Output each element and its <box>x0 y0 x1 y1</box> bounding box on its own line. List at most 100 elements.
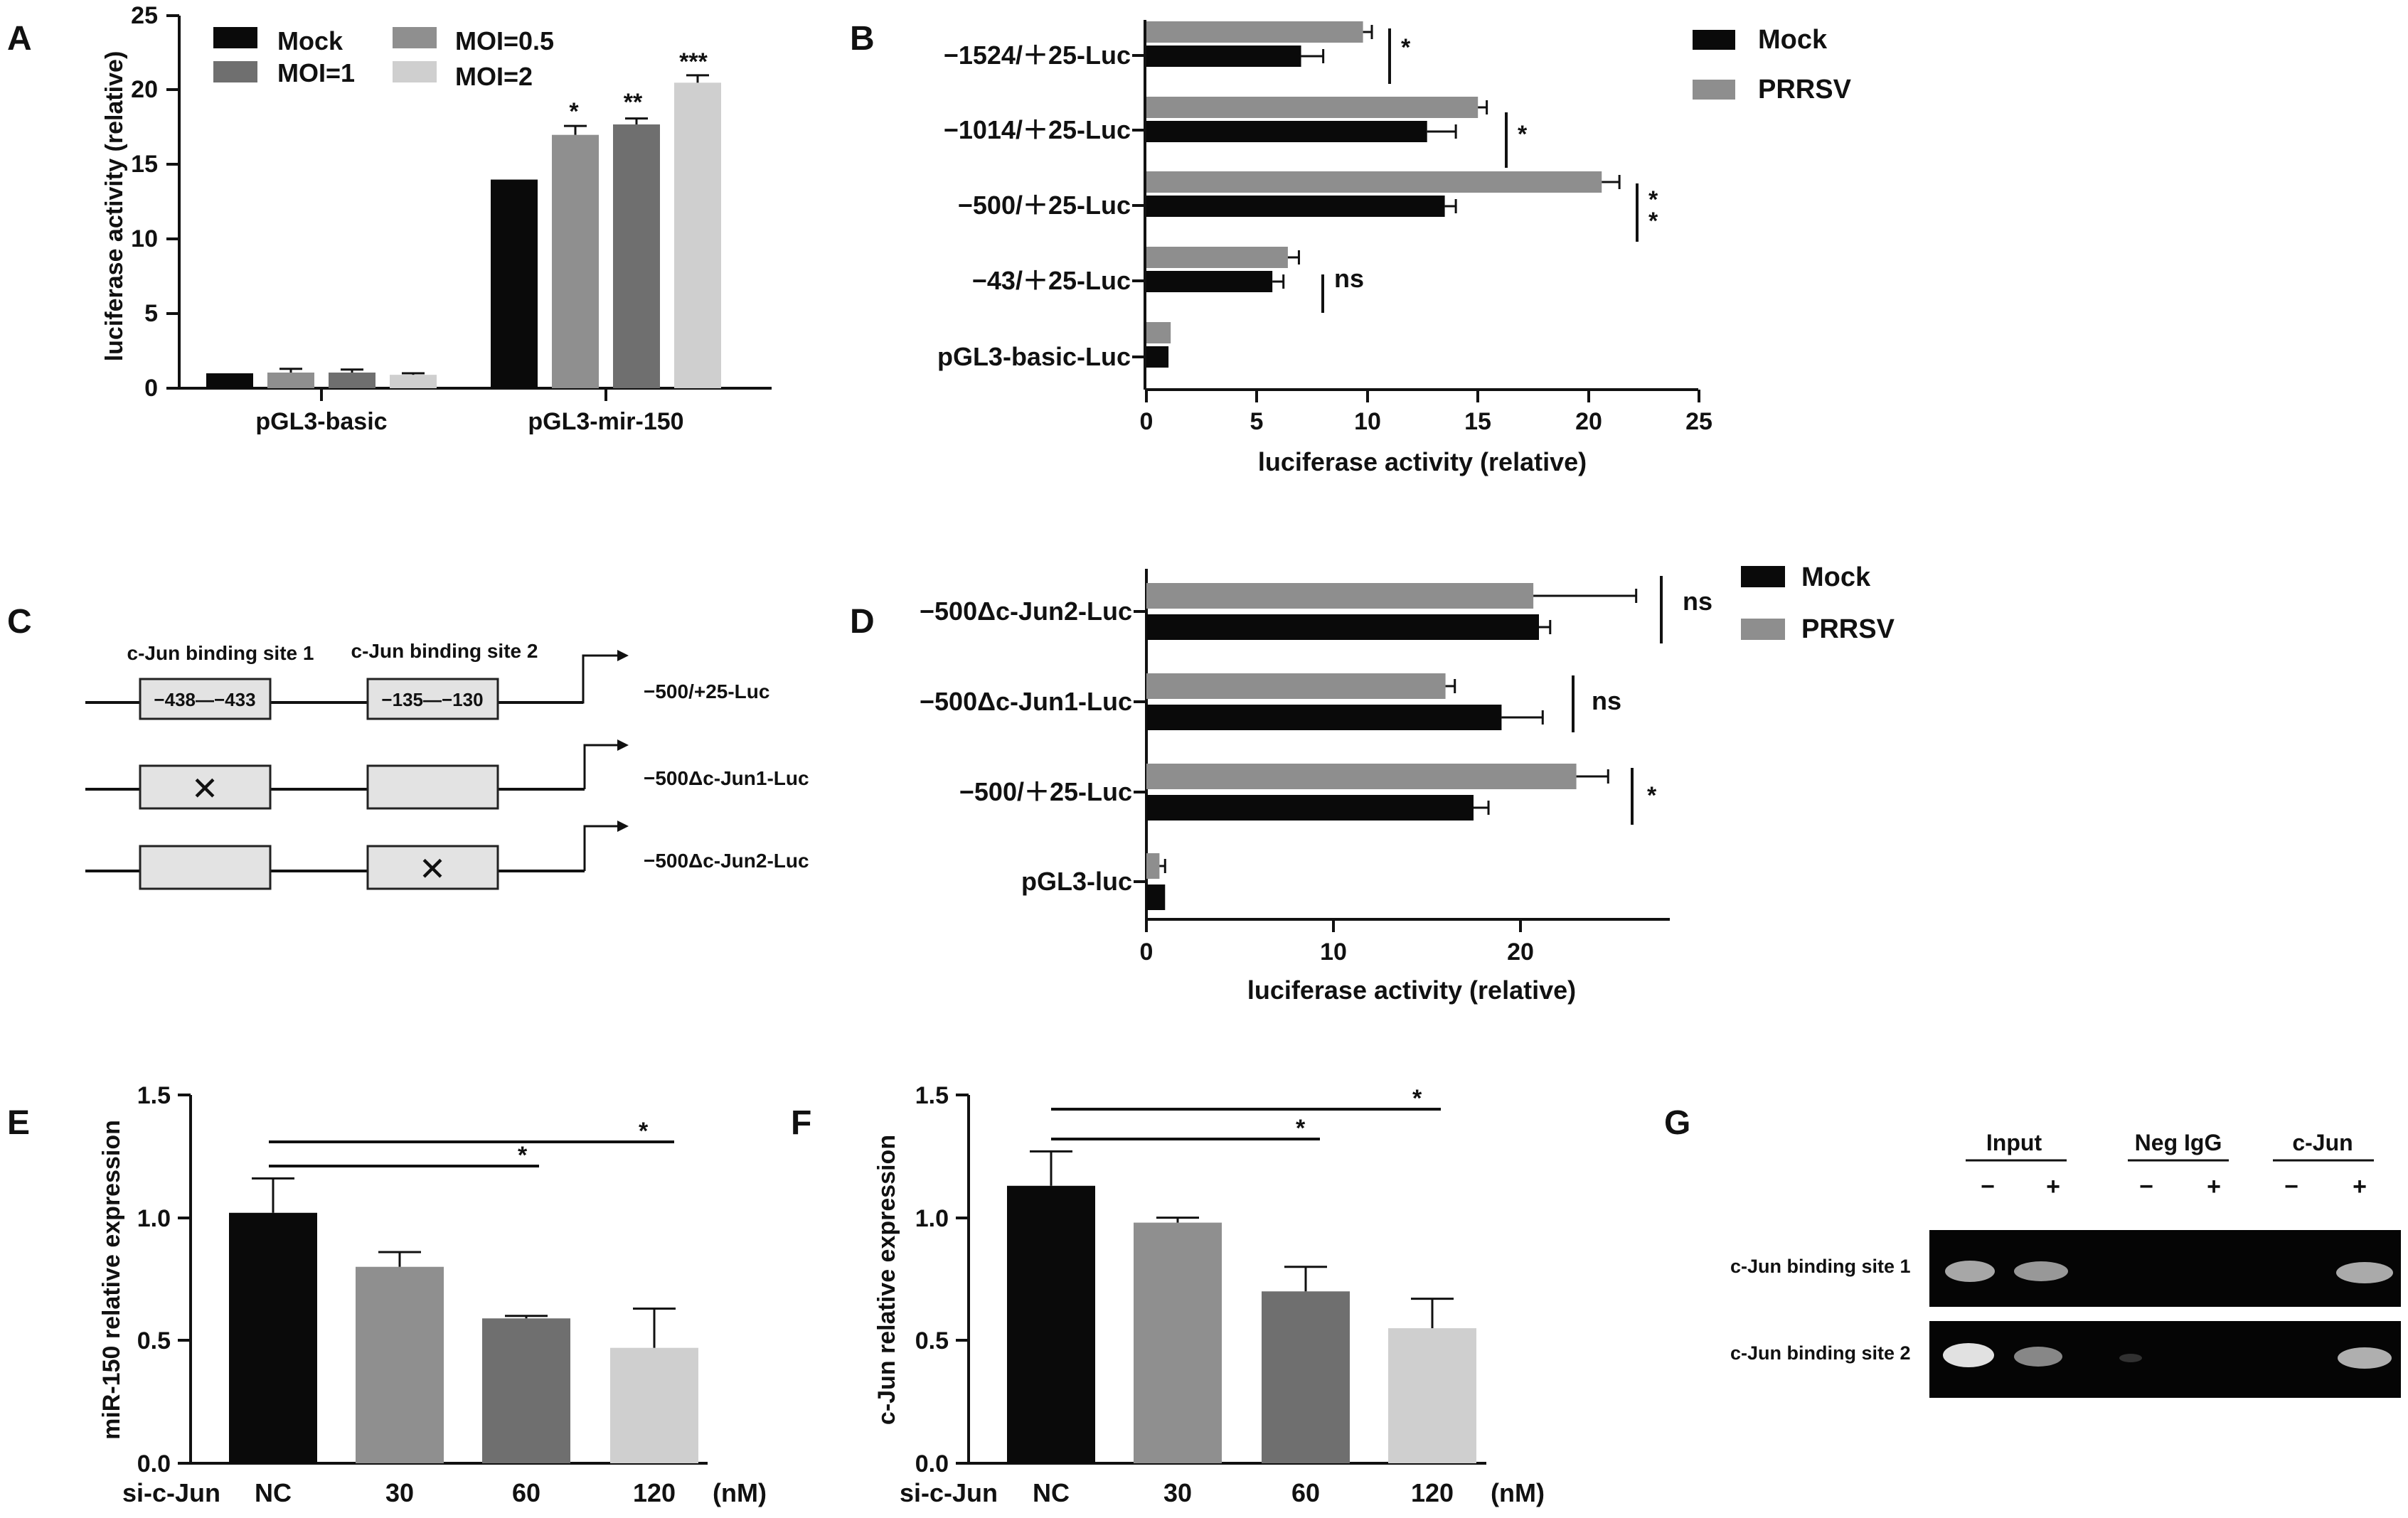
panel-a: A 0 5 10 15 20 25 luciferase activity (r… <box>7 2 772 435</box>
construct-label: −500Δc-Jun1-Luc <box>644 767 809 789</box>
panel-f-category-label: 60 <box>1291 1478 1320 1507</box>
panel-b-significance: * * * * ns <box>1321 28 1658 313</box>
panel-b-bars <box>1146 21 1621 368</box>
panel-a-label: A <box>7 20 32 58</box>
bar <box>1007 1185 1095 1463</box>
x-tick-label: 20 <box>1575 408 1602 435</box>
panel-e: E 0.0 0.5 1.0 1.5 miR-150 relative expre… <box>7 1082 767 1507</box>
panel-c-label: C <box>7 603 32 641</box>
panel-d-significance: ns ns * <box>1572 576 1712 825</box>
bar <box>674 82 721 388</box>
y-tick: 15 <box>131 151 179 178</box>
y-tick-label: 1.5 <box>915 1082 949 1109</box>
legend-label: MOI=2 <box>455 62 533 91</box>
panel-d-category-label: pGL3-luc <box>1021 867 1132 896</box>
promoter-arrow <box>583 744 617 789</box>
bar <box>1146 247 1288 268</box>
legend-label: PRRSV <box>1801 614 1895 644</box>
panel-d-axes: 0 10 20 luciferase activity (relative) −… <box>920 569 1670 1005</box>
x-tick-label: 15 <box>1464 408 1491 435</box>
legend-label: Mock <box>1801 562 1871 592</box>
x-tick: 5 <box>1250 390 1264 435</box>
y-tick-label: 0.0 <box>137 1450 171 1477</box>
bar <box>1134 1222 1222 1463</box>
significance-label: * <box>1648 208 1658 235</box>
binding-site-1-box <box>139 678 272 720</box>
significance-label: ns <box>1334 264 1364 293</box>
gel-band <box>1945 1261 1995 1282</box>
site1-label: c-Jun binding site 1 <box>127 642 314 664</box>
panel-f-axes: 0.0 0.5 1.0 1.5 c-Jun relative expressio… <box>873 1082 1545 1507</box>
significance-label: ** <box>624 89 643 116</box>
x-tick-label: 5 <box>1250 408 1264 435</box>
y-tick: 10 <box>131 225 179 252</box>
panel-b-x-ticks: 0 5 10 15 20 25 <box>1140 390 1712 435</box>
bar <box>1146 795 1474 821</box>
legend-item-moi-1: MOI=1 <box>213 58 355 87</box>
lane-sign: − <box>2284 1173 2298 1200</box>
y-tick-label: 1.0 <box>915 1205 949 1232</box>
panel-e-x-axis-title: si-c-Jun <box>122 1478 220 1507</box>
panel-d-label: D <box>850 603 875 641</box>
y-tick-label: 15 <box>131 151 158 178</box>
gel-band <box>2014 1347 2062 1367</box>
x-tick: 10 <box>1354 390 1381 435</box>
gel-strip-site1 <box>1929 1230 2401 1307</box>
panel-e-axes: 0.0 0.5 1.0 1.5 miR-150 relative express… <box>98 1082 767 1507</box>
y-tick: 20 <box>131 76 179 103</box>
panel-a-legend: Mock MOI=1 MOI=0.5 MOI=2 <box>213 26 554 91</box>
panel-b: B 0 5 10 15 20 25 luciferase activity (r… <box>850 20 1852 476</box>
bar <box>1146 346 1169 368</box>
site1-range: −438—−433 <box>154 689 255 710</box>
x-tick-label: 0 <box>1140 408 1154 435</box>
panel-a-axes: 0 5 10 15 20 25 luciferase activity (rel… <box>101 2 772 435</box>
legend-item-prrsv: PRRSV <box>1741 614 1895 644</box>
promoter-arrow <box>558 654 617 704</box>
panel-e-category-label: NC <box>255 1478 292 1507</box>
bar <box>482 1318 570 1463</box>
y-tick: 0.0 <box>915 1450 969 1477</box>
bar <box>229 1212 317 1463</box>
lane-sign: + <box>2046 1173 2060 1200</box>
x-tick: 0 <box>1140 919 1153 966</box>
panel-f-category-label: NC <box>1033 1478 1070 1507</box>
bar <box>1146 673 1446 699</box>
x-tick: 20 <box>1507 919 1534 966</box>
panel-g: G Input Neg IgG c-Jun − + − + − + c-Jun … <box>1664 1104 2401 1398</box>
panel-a-bars <box>206 74 721 388</box>
binding-site-1-box <box>139 764 272 810</box>
gel-strip-site2 <box>1929 1321 2401 1398</box>
site2-label: c-Jun binding site 2 <box>351 640 538 662</box>
legend-item-moi-0-5: MOI=0.5 <box>393 26 554 55</box>
x-tick: 15 <box>1464 390 1491 435</box>
legend-item-mock: Mock <box>213 26 343 55</box>
gel-band <box>2014 1261 2068 1281</box>
bar <box>552 134 599 388</box>
bar <box>1146 196 1445 217</box>
legend-item-moi-2: MOI=2 <box>393 61 533 91</box>
panel-d-category-ticks <box>1134 610 1146 883</box>
gel-band <box>2336 1262 2393 1283</box>
panel-b-x-axis-label: luciferase activity (relative) <box>1258 447 1587 476</box>
significance-label: * <box>1518 121 1528 148</box>
panel-b-legend: Mock PRRSV <box>1693 25 1852 105</box>
x-tick-label: 10 <box>1320 939 1347 966</box>
x-tick: 20 <box>1575 390 1602 435</box>
legend-item-prrsv: PRRSV <box>1693 75 1852 105</box>
binding-site-2-box <box>366 845 499 890</box>
panel-d-x-ticks: 0 10 20 <box>1140 919 1534 966</box>
bar <box>1388 1328 1476 1463</box>
gel-row-label: c-Jun binding site 1 <box>1730 1256 1911 1277</box>
x-tick: 10 <box>1320 919 1347 966</box>
y-tick: 1.5 <box>915 1082 969 1109</box>
significance-label: * <box>569 98 579 125</box>
y-tick: 1.0 <box>137 1205 191 1232</box>
panel-f-x-axis-title: si-c-Jun <box>900 1478 998 1507</box>
construct-row-1: −438—−433 −135—−130 −500/+25-Luc <box>85 650 769 720</box>
legend-label: MOI=0.5 <box>455 26 554 55</box>
panel-b-axes: 0 5 10 15 20 25 luciferase activity (rel… <box>937 20 1712 476</box>
bar <box>1146 171 1602 193</box>
y-tick: 0 <box>144 375 179 402</box>
x-tick: 0 <box>1140 390 1154 435</box>
